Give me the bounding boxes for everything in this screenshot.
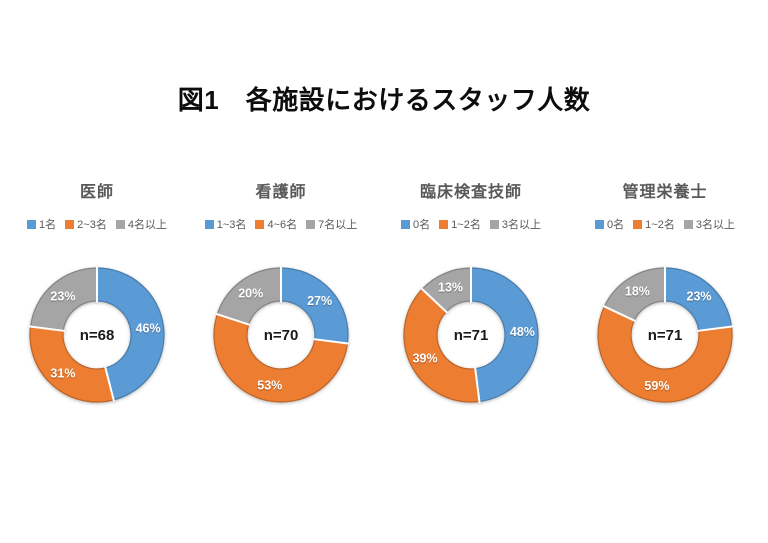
donut-plot-area: 27% 53% 20% n=70	[190, 255, 372, 415]
donut-chart-dietitians: 管理栄養士 0名 1~2名 3名以上 23% 59% 18% n=71	[574, 178, 756, 415]
donut-slice-2	[597, 305, 733, 403]
donut-chart-lab-technicians: 臨床検査技師 0名 1~2名 3名以上 48% 39% 13% n=71	[380, 178, 562, 415]
donut-slice-1	[96, 267, 165, 401]
slice-value-label: 27%	[307, 294, 332, 308]
legend-label: 2~3名	[77, 219, 107, 231]
legend-swatch-orange-icon	[65, 219, 75, 229]
slice-separator	[420, 287, 448, 314]
slice-value-label: 20%	[238, 286, 263, 300]
legend-label: 1名	[39, 219, 57, 231]
chart-title: 管理栄養士	[622, 184, 708, 201]
legend-swatch-blue-icon	[27, 219, 37, 229]
chart-legend: 0名 1~2名 3名以上	[574, 216, 756, 232]
donut-slice-1	[470, 267, 539, 403]
slice-value-label: 53%	[257, 378, 282, 392]
slice-separator	[28, 325, 65, 332]
legend-item: 7名以上	[306, 216, 357, 232]
slice-value-label: 31%	[50, 367, 75, 381]
legend-label: 4名以上	[127, 219, 167, 231]
donut-slice-2	[213, 313, 349, 403]
donut-plot-area: 48% 39% 13% n=71	[380, 255, 562, 415]
legend-label: 1~3名	[216, 219, 247, 231]
slice-value-label: 23%	[687, 289, 712, 303]
legend-item: 1~3名	[204, 216, 247, 232]
legend-swatch-orange-icon	[439, 219, 449, 229]
legend-swatch-gray-icon	[115, 219, 125, 229]
legend-swatch-gray-icon	[489, 219, 499, 229]
donut-ring: 23% 59% 18%	[597, 266, 734, 403]
legend-label: 4~6名	[267, 219, 298, 231]
legend-swatch-blue-icon	[595, 219, 605, 229]
legend-label: 7名以上	[318, 219, 358, 231]
legend-item: 1~2名	[439, 216, 481, 232]
donut-ring: 46% 31% 23%	[28, 266, 165, 403]
chart-legend: 1名 2~3名 4名以上	[6, 216, 188, 232]
legend-label: 0名	[607, 219, 625, 231]
donut-plot-area: 23% 59% 18% n=71	[574, 255, 756, 415]
donut-slice-2	[403, 288, 481, 403]
donut-slice-2	[29, 325, 115, 403]
slice-separator	[602, 304, 637, 323]
slice-value-label: 59%	[644, 379, 669, 393]
legend-item: 0名	[401, 216, 430, 232]
slice-value-label: 46%	[136, 322, 161, 336]
legend-swatch-orange-icon	[633, 219, 643, 229]
chart-title: 臨床検査技師	[419, 184, 522, 201]
slice-value-label: 23%	[50, 289, 75, 303]
legend-item: 0名	[595, 216, 624, 232]
legend-item: 3名以上	[489, 216, 541, 232]
legend-item: 1~2名	[633, 216, 675, 232]
legend-item: 2~3名	[65, 216, 107, 232]
legend-swatch-gray-icon	[683, 219, 693, 229]
donut-chart-nurses: 看護師 1~3名 4~6名 7名以上 27% 53% 20% n=70	[190, 178, 372, 415]
legend-swatch-blue-icon	[401, 219, 411, 229]
figure-title: 図1 各施設におけるスタッフ人数	[177, 85, 591, 115]
legend-item: 3名以上	[683, 216, 735, 232]
donut-ring: 48% 39% 13%	[403, 266, 539, 404]
legend-item: 4名以上	[115, 216, 167, 232]
legend-label: 1~2名	[451, 219, 481, 231]
chart-legend: 0名 1~2名 3名以上	[380, 216, 562, 232]
legend-swatch-orange-icon	[255, 219, 265, 229]
donut-slice-1	[280, 267, 349, 345]
chart-title: 看護師	[255, 184, 307, 201]
legend-label: 1~2名	[645, 219, 675, 231]
legend-label: 0名	[413, 219, 431, 231]
slice-value-label: 18%	[625, 285, 650, 299]
legend-label: 3名以上	[695, 219, 735, 231]
slice-separator	[104, 366, 116, 402]
chart-title: 医師	[79, 184, 114, 201]
legend-item: 1名	[27, 216, 56, 232]
legend-item: 4~6名	[255, 216, 297, 232]
slice-separator	[474, 367, 481, 404]
slice-separator	[697, 325, 734, 332]
legend-swatch-gray-icon	[306, 219, 316, 229]
slice-separator	[313, 338, 350, 345]
donut-ring: 27% 53% 20%	[213, 266, 350, 403]
donut-chart-doctors: 医師 1名 2~3名 4名以上 46% 31% 23% n=68	[6, 178, 188, 415]
donut-plot-area: 46% 31% 23% n=68	[6, 255, 188, 415]
slice-value-label: 39%	[413, 351, 438, 365]
slice-separator	[215, 312, 251, 326]
slice-value-label: 13%	[438, 281, 463, 295]
slice-value-label: 48%	[510, 325, 535, 339]
legend-swatch-blue-icon	[204, 219, 214, 229]
chart-legend: 1~3名 4~6名 7名以上	[190, 216, 372, 232]
legend-label: 3名以上	[501, 219, 541, 231]
